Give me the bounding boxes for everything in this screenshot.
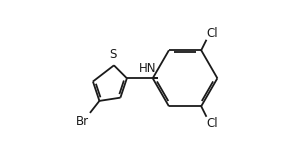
Text: HN: HN [139, 62, 157, 75]
Text: Cl: Cl [207, 27, 219, 40]
Text: Cl: Cl [207, 117, 219, 130]
Text: Br: Br [76, 115, 89, 128]
Text: S: S [109, 48, 117, 61]
